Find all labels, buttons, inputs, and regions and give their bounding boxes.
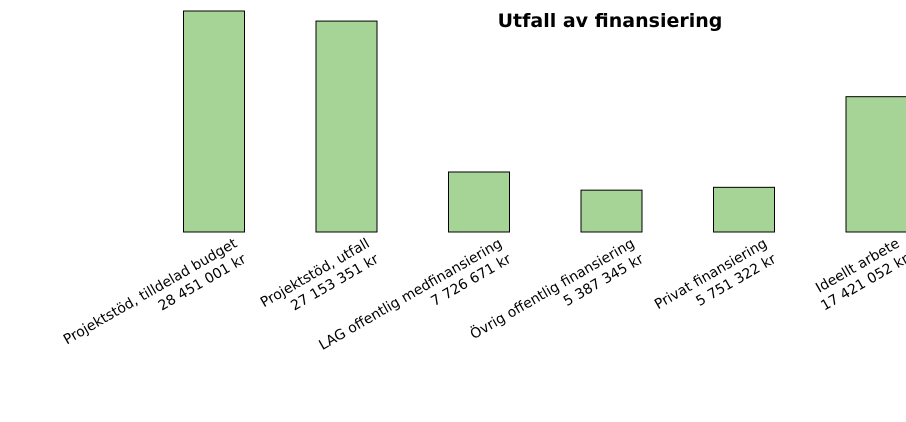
category-label: Projektstöd, tilldelad budget [61, 235, 241, 348]
bar [845, 96, 906, 233]
bar [315, 20, 378, 233]
chart-title: Utfall av finansiering [498, 10, 723, 32]
bar [713, 186, 775, 233]
bar [580, 189, 643, 233]
bar [183, 10, 245, 233]
bar [448, 171, 510, 233]
